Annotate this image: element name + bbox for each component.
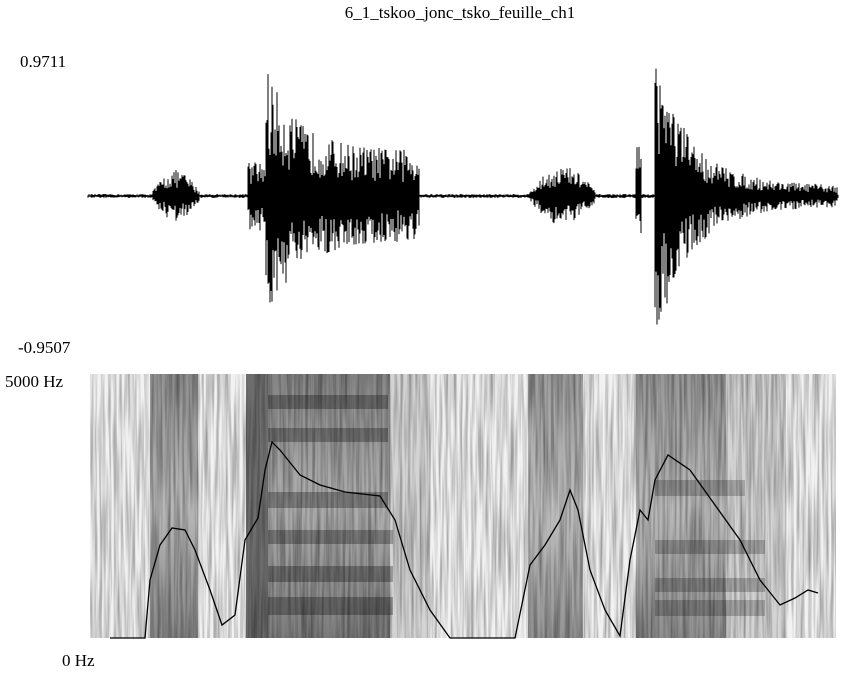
waveform [87,68,839,325]
waveform-max-label: 0.9711 [20,52,66,71]
spectrogram [90,374,836,638]
spectrogram-top-label: 5000 Hz [5,372,64,391]
pitch-contour [110,440,819,639]
figure-title: 6_1_tskoo_jonc_tsko_feuille_ch1 [345,3,575,22]
spectrogram-bottom-label: 0 Hz [62,651,95,670]
waveform-min-label: -0.9507 [18,338,71,357]
waveform-trace [87,68,839,325]
